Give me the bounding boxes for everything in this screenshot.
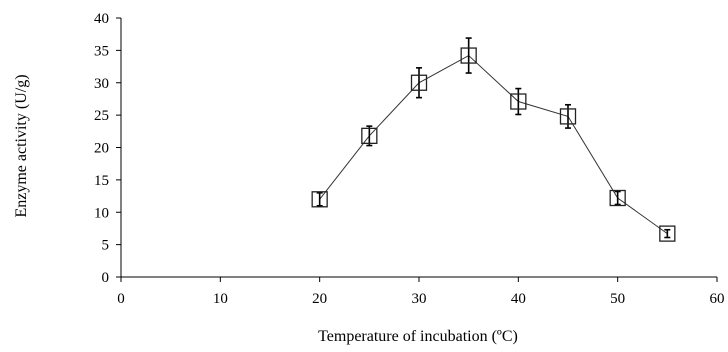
y-tick-label: 5: [102, 238, 110, 254]
series-line: [319, 54, 668, 235]
y-tick-label: 30: [94, 76, 109, 92]
error-bars: [316, 37, 671, 239]
data-point-marker: [559, 108, 577, 125]
y-tick-label: 20: [94, 141, 109, 157]
error-bar: [614, 190, 621, 206]
y-axis-title: Enzyme activity (U/g): [13, 74, 30, 217]
y-axis-ticks: 0 5 10 15 20 25 30 35 40: [94, 11, 121, 286]
x-tick-label: 10: [213, 291, 228, 307]
data-point-marker: [460, 47, 477, 64]
y-tick-label: 0: [102, 270, 110, 286]
data-markers: [311, 47, 676, 242]
error-bar: [515, 87, 522, 116]
y-tick-label: 40: [94, 11, 109, 27]
data-point-marker: [311, 191, 328, 208]
x-tick-label: 60: [710, 291, 725, 307]
y-tick-label: 10: [94, 205, 109, 221]
error-bar: [316, 192, 323, 207]
data-point-marker: [510, 93, 527, 110]
x-axis-title: Temperature of incubation (ºC): [318, 328, 518, 345]
data-point-marker: [659, 225, 676, 242]
plot-area: 0 5 10 15 20 25 30 35 40 0 10 20 30 40 50 60: [94, 11, 725, 307]
y-tick-label: 35: [94, 43, 109, 59]
x-tick-label: 30: [412, 291, 427, 307]
x-tick-label: 40: [511, 291, 526, 307]
y-tick-label: 15: [94, 173, 109, 189]
x-axis-ticks: 0 10 20 30 40 50 60: [117, 277, 725, 307]
error-bar: [366, 125, 373, 147]
data-point-marker: [410, 74, 428, 91]
error-bar: [565, 103, 571, 129]
data-point-marker: [609, 189, 626, 207]
error-bar: [416, 67, 422, 99]
y-tick-label: 25: [94, 108, 109, 124]
x-tick-label: 0: [117, 291, 125, 307]
x-tick-label: 50: [610, 291, 625, 307]
error-bar: [664, 228, 671, 239]
x-tick-label: 20: [312, 291, 327, 307]
data-point-marker: [361, 127, 378, 144]
error-bar: [465, 37, 472, 74]
